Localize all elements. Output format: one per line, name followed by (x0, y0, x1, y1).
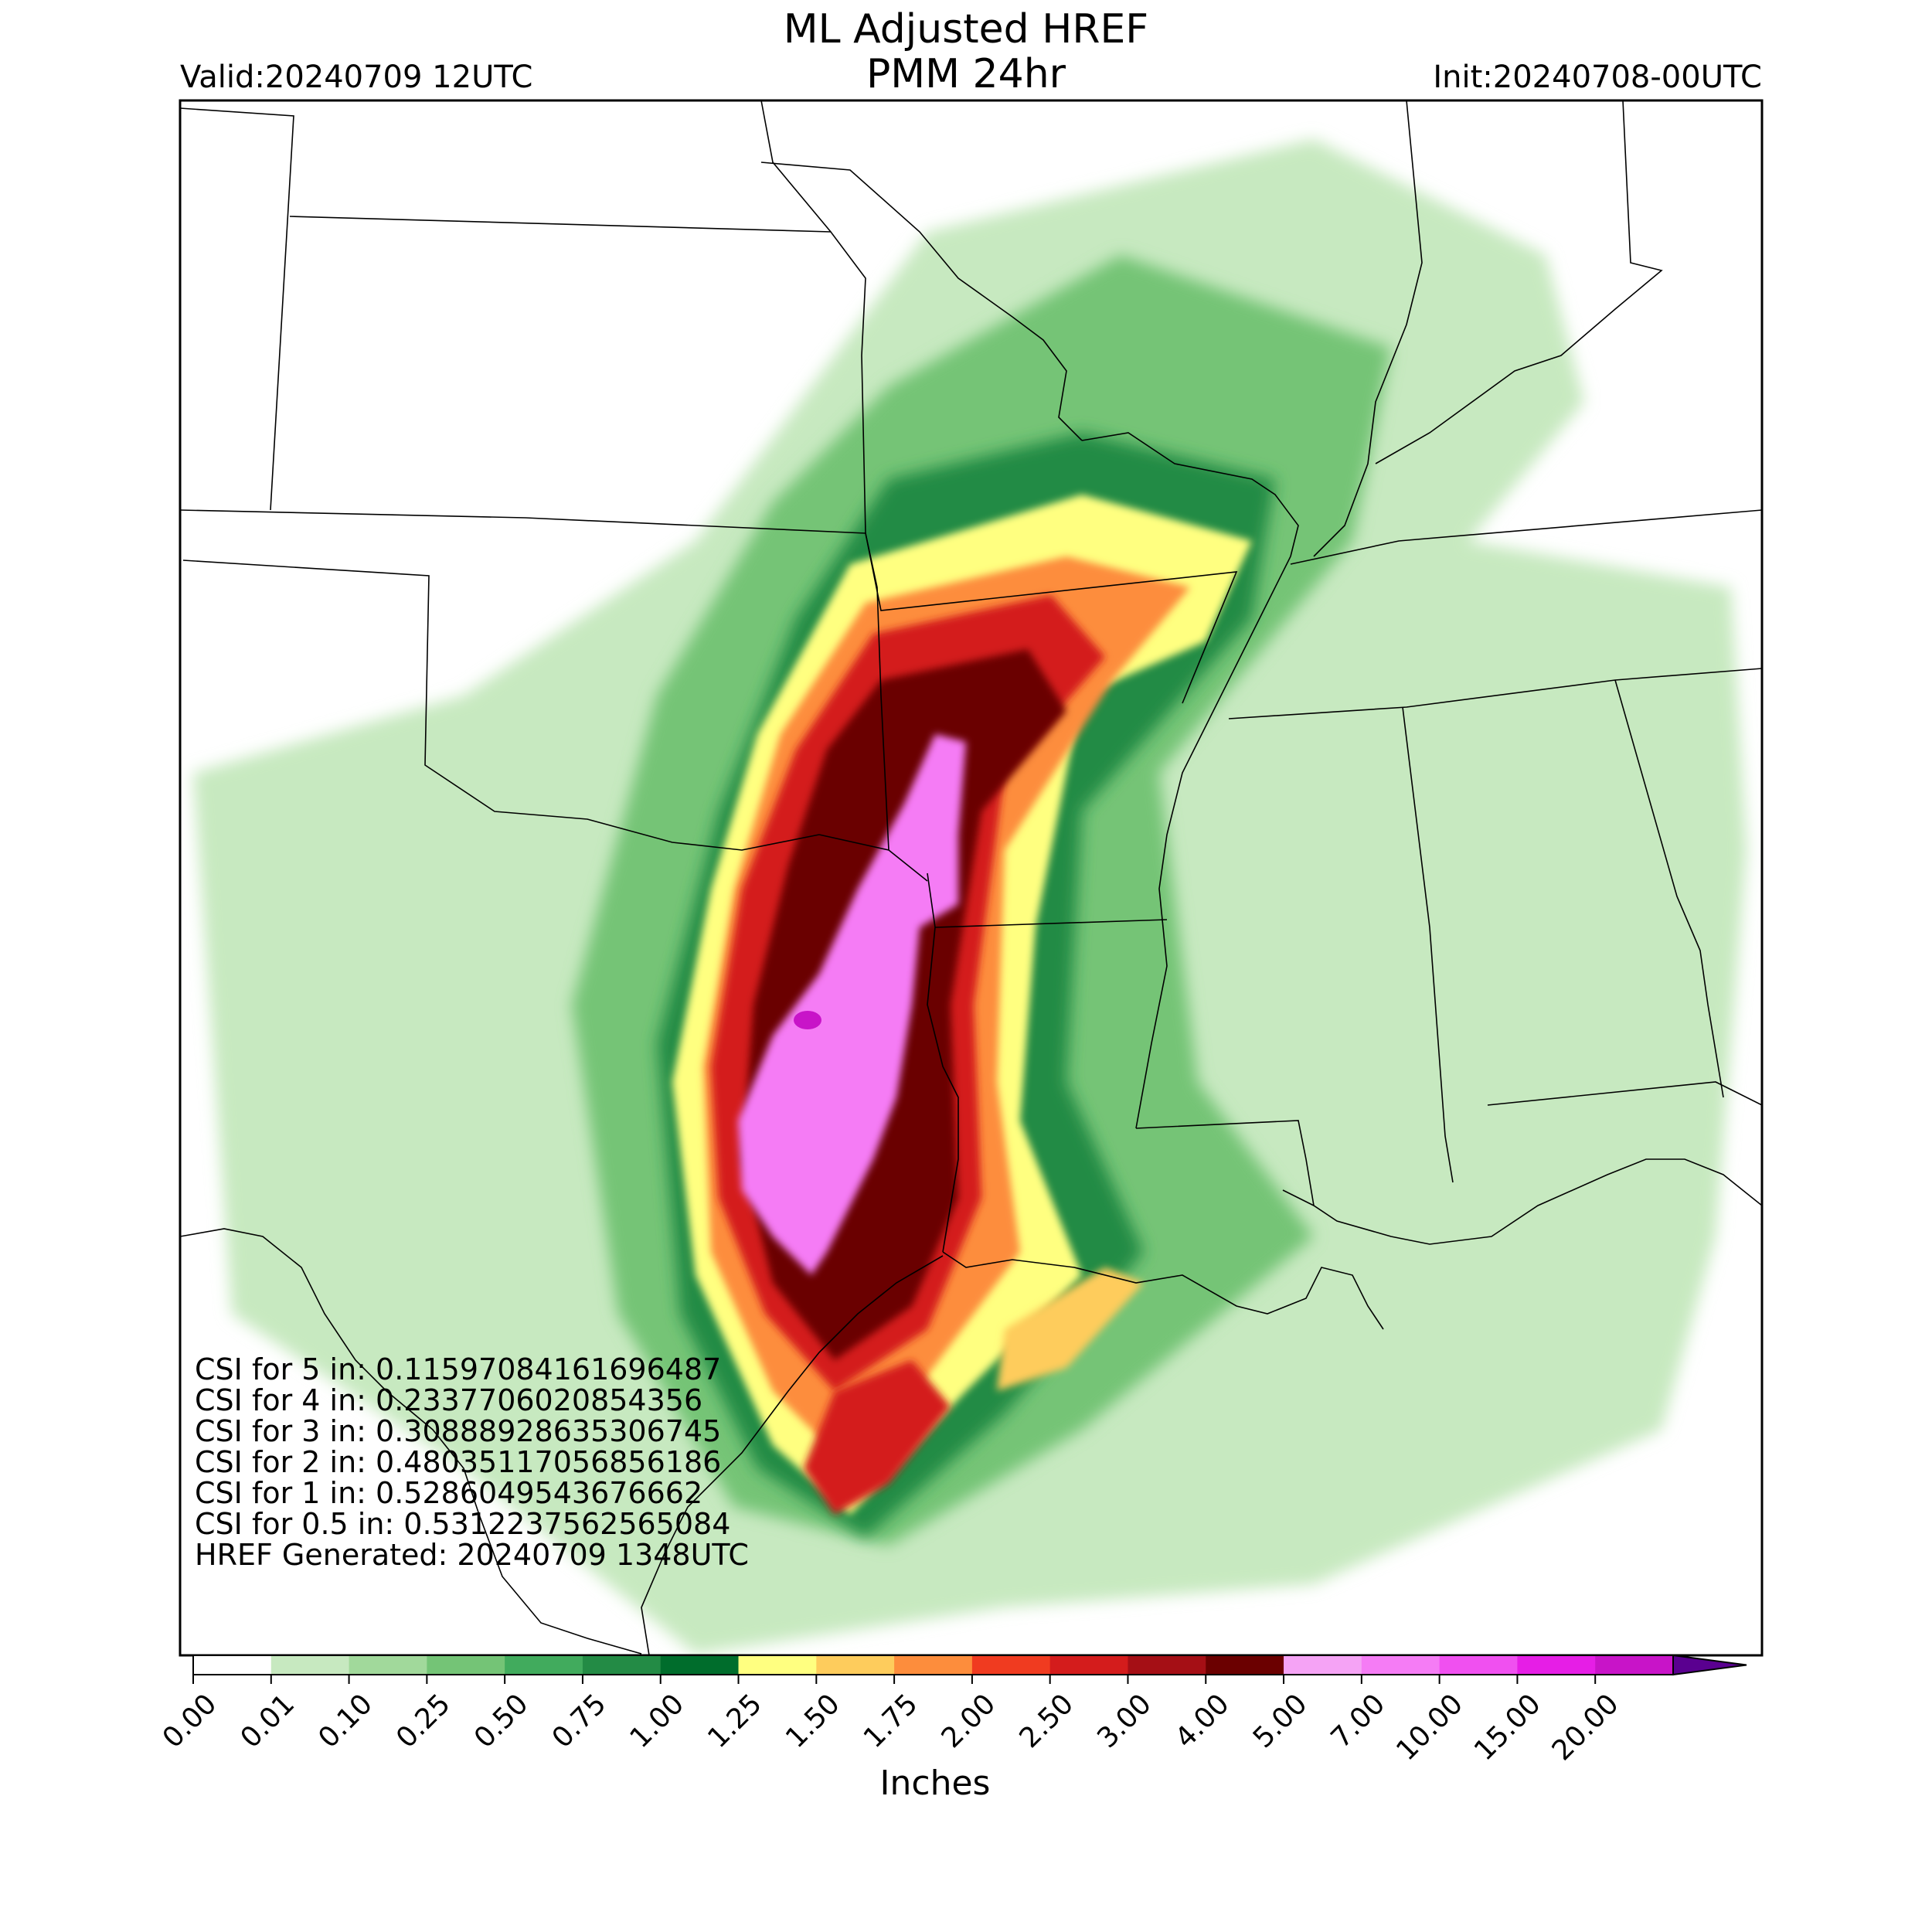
colorbar-segment (1517, 1655, 1596, 1675)
boundary-line (1282, 1158, 1762, 1245)
colorbar-tick-label: 20.00 (1546, 1688, 1625, 1767)
colorbar-tick-label: 3.00 (1091, 1688, 1158, 1754)
boundary-line (180, 1228, 642, 1655)
precip-south-streak (804, 1360, 951, 1515)
colorbar-segment (193, 1655, 272, 1675)
boundary-line (1614, 679, 1724, 1098)
colorbar-tick-label: 4.00 (1169, 1688, 1236, 1754)
csi-0.5in: CSI for 0.5 in: 0.5312237562565084 (195, 1507, 731, 1541)
colorbar-outline (192, 1655, 1674, 1675)
csi-3in: CSI for 3 in: 0.30888928635306745 (195, 1414, 722, 1448)
colorbar-segment (1284, 1655, 1362, 1675)
colorbar-segment (894, 1655, 973, 1675)
state-boundaries (180, 100, 1762, 1655)
colorbar-label: Inches (879, 1764, 991, 1803)
colorbar-tick-label: 1.25 (702, 1688, 768, 1754)
colorbar-tick-label: 0.10 (312, 1688, 379, 1754)
colorbar-segment (1206, 1655, 1284, 1675)
colorbar-tick-label: 10.00 (1390, 1688, 1469, 1767)
map-title-line2: PMM 24hr (866, 51, 1066, 97)
colorbar-segment (1439, 1655, 1518, 1675)
colorbar-tick-label: 2.00 (936, 1688, 1002, 1754)
colorbar-tick-label: 0.50 (468, 1688, 535, 1754)
boundary-line (1135, 556, 1291, 1129)
colorbar-segment (270, 1655, 350, 1675)
valid-time-label: Valid:20240709 12UTC (180, 60, 533, 95)
colorbar-segment (1128, 1655, 1206, 1675)
boundary-line (1135, 1120, 1315, 1206)
boundary-line (760, 162, 1083, 441)
colorbar-segment (427, 1655, 505, 1675)
colorbar-tick-label: 1.00 (624, 1688, 691, 1754)
boundary-line (1313, 100, 1423, 557)
colorbar-segment (738, 1655, 817, 1675)
colorbar-tick-label: 2.50 (1013, 1688, 1080, 1754)
csi-2in: CSI for 2 in: 0.48035117056856186 (195, 1445, 722, 1479)
precip-south-streak (997, 1267, 1144, 1391)
boundary-line (289, 216, 866, 534)
precip-max-spot (794, 1011, 821, 1029)
colorbar-segment (660, 1655, 740, 1675)
colorbar-tick-label: 0.01 (235, 1688, 301, 1754)
boundary-line (1081, 432, 1299, 557)
boundary-line (1228, 668, 1762, 719)
colorbar-segment (582, 1655, 662, 1675)
colorbar-tick-label: 0.75 (546, 1688, 613, 1754)
init-time-label: Init:20240708-00UTC (1433, 60, 1762, 95)
boundary-line (1402, 706, 1454, 1183)
colorbar-segment (1361, 1655, 1440, 1675)
colorbar-segment (816, 1655, 895, 1675)
boundary-line (1290, 509, 1762, 565)
boundary-line (1487, 1081, 1762, 1106)
colorbar-tick-label: 1.50 (780, 1688, 846, 1754)
boundary-line (760, 100, 832, 233)
csi-1in: CSI for 1 in: 0.5286049543676662 (195, 1476, 703, 1510)
boundary-line (182, 560, 820, 851)
map-title-line1: ML Adjusted HREF (783, 6, 1149, 53)
colorbar-tick-label: 0.25 (390, 1688, 457, 1754)
coastline (641, 1255, 944, 1655)
colorbar-segment (505, 1655, 583, 1675)
boundary-line (1375, 100, 1663, 464)
precip-field (193, 139, 1747, 1654)
colorbar-extend-arrow (1672, 1654, 1747, 1676)
colorbar-tick-label: 5.00 (1247, 1688, 1314, 1754)
boundary-line (865, 532, 889, 851)
boundary-line (927, 872, 959, 1253)
colorbar-segment (1049, 1655, 1128, 1675)
boundary-line (934, 919, 1168, 928)
href-generated: HREF Generated: 20240709 1348UTC (195, 1538, 749, 1572)
csi-4in: CSI for 4 in: 0.2337706020854356 (195, 1383, 703, 1417)
colorbar-segment (349, 1655, 427, 1675)
colorbar-tick-label: 1.75 (858, 1688, 924, 1754)
coastline (942, 1251, 1384, 1330)
precip-pink-core (738, 734, 966, 1275)
colorbar-tick-label: 7.00 (1325, 1688, 1392, 1754)
colorbar-segment (1595, 1655, 1674, 1675)
csi-5in: CSI for 5 in: 0.11597084161696487 (195, 1352, 722, 1386)
csi-stats-block: CSI for 5 in: 0.11597084161696487 CSI fo… (195, 1354, 749, 1570)
boundary-line (180, 107, 294, 511)
colorbar-tick-label: 15.00 (1468, 1688, 1547, 1767)
colorbar-tick-label: 0.00 (157, 1688, 223, 1754)
colorbar-segment (971, 1655, 1051, 1675)
